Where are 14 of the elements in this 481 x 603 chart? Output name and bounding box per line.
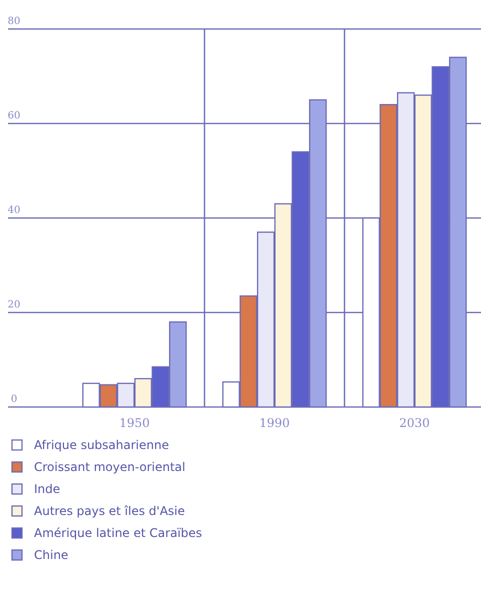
- legend-label: Afrique subsaharienne: [34, 438, 169, 452]
- legend-label: Croissant moyen-oriental: [34, 460, 186, 474]
- legend-label: Autres pays et îles d'Asie: [34, 504, 185, 518]
- y-tick-label: 40: [8, 205, 20, 216]
- x-tick-label: 2030: [399, 416, 430, 430]
- x-tick-label: 1950: [119, 416, 150, 430]
- y-tick-label: 20: [8, 300, 20, 310]
- legend-label: Inde: [34, 482, 60, 496]
- y-tick-label: 80: [8, 16, 20, 27]
- x-tick-label: 1990: [259, 416, 290, 430]
- y-tick-label: 0: [10, 394, 18, 405]
- legend-label: Chine: [34, 548, 68, 562]
- y-tick-label: 60: [8, 110, 20, 122]
- legend-label: Amérique latine et Caraïbes: [34, 526, 202, 540]
